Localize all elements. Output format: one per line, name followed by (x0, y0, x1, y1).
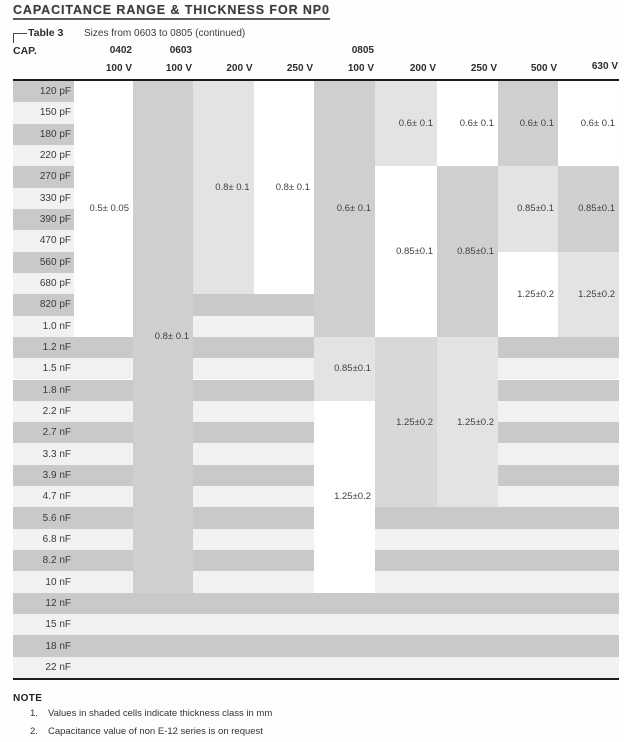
thickness-segment: 1.25±0.2 (558, 251, 619, 337)
row-label: 12 nF (45, 597, 71, 609)
thickness-segment: 0.85±0.1 (558, 166, 619, 252)
table-top-rule (13, 79, 619, 81)
thickness-segment: 0.6± 0.1 (558, 81, 619, 167)
thickness-segment: 0.6± 0.1 (314, 81, 375, 337)
thickness-segment: 0.85±0.1 (498, 166, 558, 252)
row-label: 820 pF (39, 299, 71, 311)
note-item-text: Capacitance value of non E-12 series is … (48, 726, 263, 737)
row-label: 5.6 nF (42, 512, 71, 524)
row-label: 180 pF (39, 128, 71, 140)
row-label: 680 pF (39, 278, 71, 290)
thickness-segment: 1.25±0.2 (375, 336, 437, 508)
row-label: 390 pF (39, 214, 71, 226)
row-label: 1.8 nF (42, 384, 71, 396)
voltage-header: 100 V (347, 63, 374, 74)
size-group-label: 0402 (109, 45, 132, 56)
row-label: 1.2 nF (42, 342, 71, 353)
table-row-stripe (13, 592, 619, 615)
row-label: 2.7 nF (42, 427, 71, 439)
row-label: 3.3 nF (42, 448, 71, 460)
voltage-header: 250 V (470, 63, 497, 74)
thickness-segment: 0.85±0.1 (375, 166, 437, 337)
table-bottom-rule (13, 678, 619, 680)
table-caption-text: Sizes from 0603 to 0805 (continued) (84, 28, 246, 39)
row-label: 120 pF (39, 86, 71, 98)
note-item-number: 1. (30, 708, 38, 719)
row-label: 270 pF (39, 171, 71, 183)
thickness-segment: 0.85±0.1 (314, 336, 375, 401)
capacitance-table-body: 120 pF 150 pF 180 pF 220 pF 270 pF 330 pF 390 … (13, 81, 619, 678)
row-label: 150 pF (39, 107, 71, 119)
column-header-cap: CAP. (13, 45, 37, 57)
voltage-header: 500 V (530, 63, 557, 74)
thickness-segment: 0.8± 0.1 (253, 81, 314, 295)
voltage-header: 100 V (105, 63, 132, 74)
thickness-segment: 0.6± 0.1 (375, 81, 437, 167)
row-label: 2.2 nF (42, 405, 71, 417)
row-label: 220 pF (39, 150, 71, 162)
note-item-number: 2. (30, 726, 38, 737)
thickness-segment: 0.6± 0.1 (498, 81, 558, 167)
thickness-segment: 1.25±0.2 (498, 251, 558, 337)
voltage-header: 630 V (591, 61, 618, 72)
row-label: 1.0 nF (42, 320, 71, 332)
table-row-stripe (13, 635, 619, 657)
table-row-stripe (13, 614, 619, 636)
voltage-header: 200 V (409, 63, 436, 74)
thickness-segment: 0.85±0.1 (437, 166, 498, 337)
thickness-segment: 0.6± 0.1 (437, 81, 498, 167)
size-group-label: 0805 (351, 45, 374, 56)
row-label: 15 nF (45, 619, 71, 631)
row-label: 10 nF (45, 576, 71, 588)
page-title: CAPACITANCE RANGE & THICKNESS FOR NP0 (13, 3, 330, 20)
thickness-segment: 0.5± 0.05 (74, 81, 133, 337)
thickness-segment: 1.25±0.2 (437, 336, 498, 508)
note-heading: NOTE (13, 693, 43, 704)
row-label: 4.7 nF (42, 491, 71, 503)
voltage-header: 250 V (286, 63, 313, 74)
size-group-label: 0603 (169, 45, 192, 56)
note-item-text: Values in shaded cells indicate thicknes… (48, 708, 273, 719)
table-caption-label: Table 3 (28, 27, 64, 39)
row-label: 8.2 nF (42, 555, 71, 567)
row-label: 1.5 nF (42, 363, 71, 375)
row-label: 22 nF (45, 661, 71, 673)
voltage-header: 100 V (165, 63, 192, 74)
row-label: 330 pF (39, 192, 71, 204)
row-label: 6.8 nF (42, 533, 71, 545)
row-label: 18 nF (45, 640, 71, 652)
table-caption-bracket-icon (13, 33, 27, 43)
thickness-segment: 1.25±0.2 (314, 400, 375, 593)
thickness-segment: 0.8± 0.1 (193, 81, 254, 295)
voltage-header: 200 V (226, 63, 253, 74)
row-label: 560 pF (39, 256, 71, 268)
table-row-stripe (13, 656, 619, 678)
row-label: 470 pF (39, 235, 71, 247)
row-label: 3.9 nF (42, 469, 71, 481)
thickness-segment: 0.8± 0.1 (133, 81, 193, 593)
